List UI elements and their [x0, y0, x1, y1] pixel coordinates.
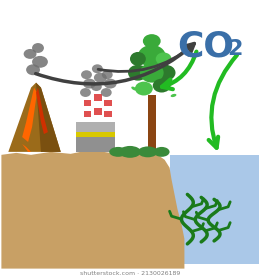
Ellipse shape: [140, 63, 164, 83]
Ellipse shape: [104, 79, 117, 88]
Bar: [83, 117, 92, 122]
Polygon shape: [8, 83, 61, 152]
Ellipse shape: [153, 79, 171, 92]
Ellipse shape: [83, 79, 96, 88]
Bar: [94, 108, 102, 115]
Text: shutterstock.com · 2130026189: shutterstock.com · 2130026189: [80, 270, 180, 276]
Ellipse shape: [26, 64, 40, 75]
Polygon shape: [22, 88, 37, 142]
Bar: [148, 95, 156, 150]
Ellipse shape: [81, 70, 92, 79]
Ellipse shape: [167, 81, 172, 84]
Polygon shape: [1, 150, 184, 269]
Bar: [94, 115, 102, 122]
Polygon shape: [170, 155, 259, 264]
Polygon shape: [22, 144, 31, 152]
Ellipse shape: [119, 146, 141, 158]
Bar: [104, 106, 112, 111]
Ellipse shape: [154, 147, 170, 157]
Ellipse shape: [80, 88, 91, 97]
Ellipse shape: [94, 73, 107, 83]
Ellipse shape: [91, 82, 102, 91]
Ellipse shape: [128, 65, 148, 81]
Bar: [104, 101, 112, 106]
Ellipse shape: [32, 56, 48, 68]
Bar: [94, 94, 102, 101]
Bar: [104, 117, 112, 122]
Bar: [94, 101, 102, 108]
Ellipse shape: [109, 147, 127, 157]
Bar: [76, 122, 115, 152]
Bar: [76, 122, 115, 132]
Bar: [104, 111, 112, 117]
Ellipse shape: [143, 34, 161, 48]
Bar: [76, 132, 115, 137]
Ellipse shape: [171, 94, 177, 97]
Polygon shape: [36, 83, 61, 152]
Bar: [83, 111, 92, 117]
Ellipse shape: [131, 87, 137, 90]
Ellipse shape: [138, 45, 166, 67]
Bar: [83, 101, 92, 106]
Polygon shape: [36, 88, 48, 134]
Ellipse shape: [138, 146, 158, 157]
Ellipse shape: [156, 65, 176, 81]
Ellipse shape: [102, 70, 113, 79]
Ellipse shape: [92, 64, 103, 73]
Ellipse shape: [135, 82, 153, 95]
Text: CO: CO: [178, 29, 235, 63]
Ellipse shape: [156, 52, 172, 65]
Ellipse shape: [24, 49, 36, 59]
Text: 2: 2: [227, 39, 242, 59]
Ellipse shape: [32, 43, 44, 53]
Bar: [83, 106, 92, 111]
Ellipse shape: [101, 88, 112, 97]
Ellipse shape: [130, 52, 146, 66]
